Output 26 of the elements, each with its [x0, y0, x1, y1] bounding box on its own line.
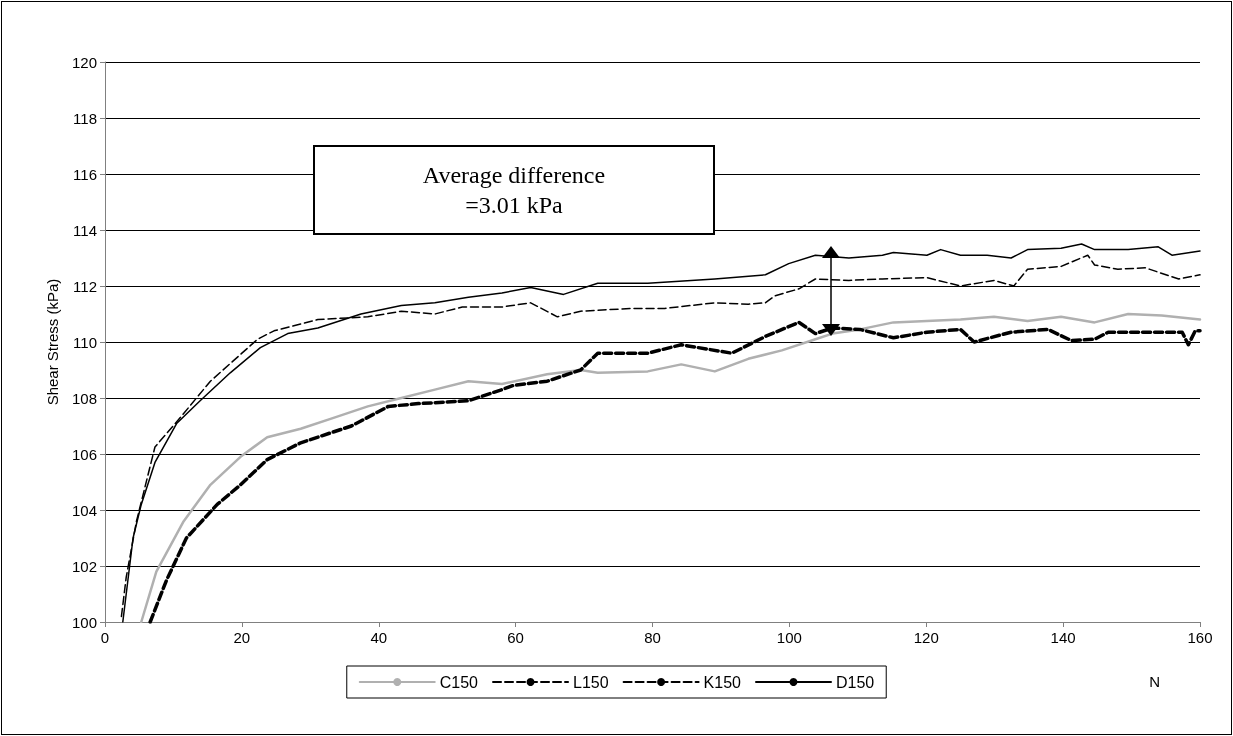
y-tick-label: 120 — [71, 53, 97, 71]
y-tick-label: 102 — [71, 557, 97, 575]
y-tick-label: 114 — [73, 221, 97, 239]
y-tick-label: 112 — [73, 277, 97, 295]
x-tick-label: 40 — [370, 629, 388, 646]
y-tick-label: 118 — [73, 109, 97, 127]
x-tick-label: 100 — [776, 629, 802, 646]
x-tick-label: 160 — [1187, 629, 1213, 646]
x-tick-label: 80 — [644, 629, 661, 646]
legend-label: K150 — [703, 673, 742, 691]
y-tick-label: 106 — [71, 445, 97, 463]
y-tick-label: 104 — [71, 501, 97, 519]
y-axis-title: Shear Stress (kPa) — [44, 278, 61, 406]
y-tick-label: 108 — [71, 389, 97, 407]
legend-label: L150 — [573, 673, 609, 691]
legend-label: D150 — [835, 673, 875, 691]
x-tick-label: 20 — [233, 629, 251, 646]
x-tick-label: 60 — [507, 629, 524, 646]
y-tick-label: 110 — [73, 333, 97, 351]
y-tick-label: 116 — [73, 165, 97, 183]
x-tick-label: 120 — [913, 629, 939, 646]
x-tick-label: 0 — [100, 629, 110, 646]
y-tick-label: 100 — [71, 613, 97, 631]
legend-label: C150 — [439, 673, 479, 691]
x-axis-title: N — [1149, 673, 1160, 690]
x-tick-label: 140 — [1050, 629, 1076, 646]
